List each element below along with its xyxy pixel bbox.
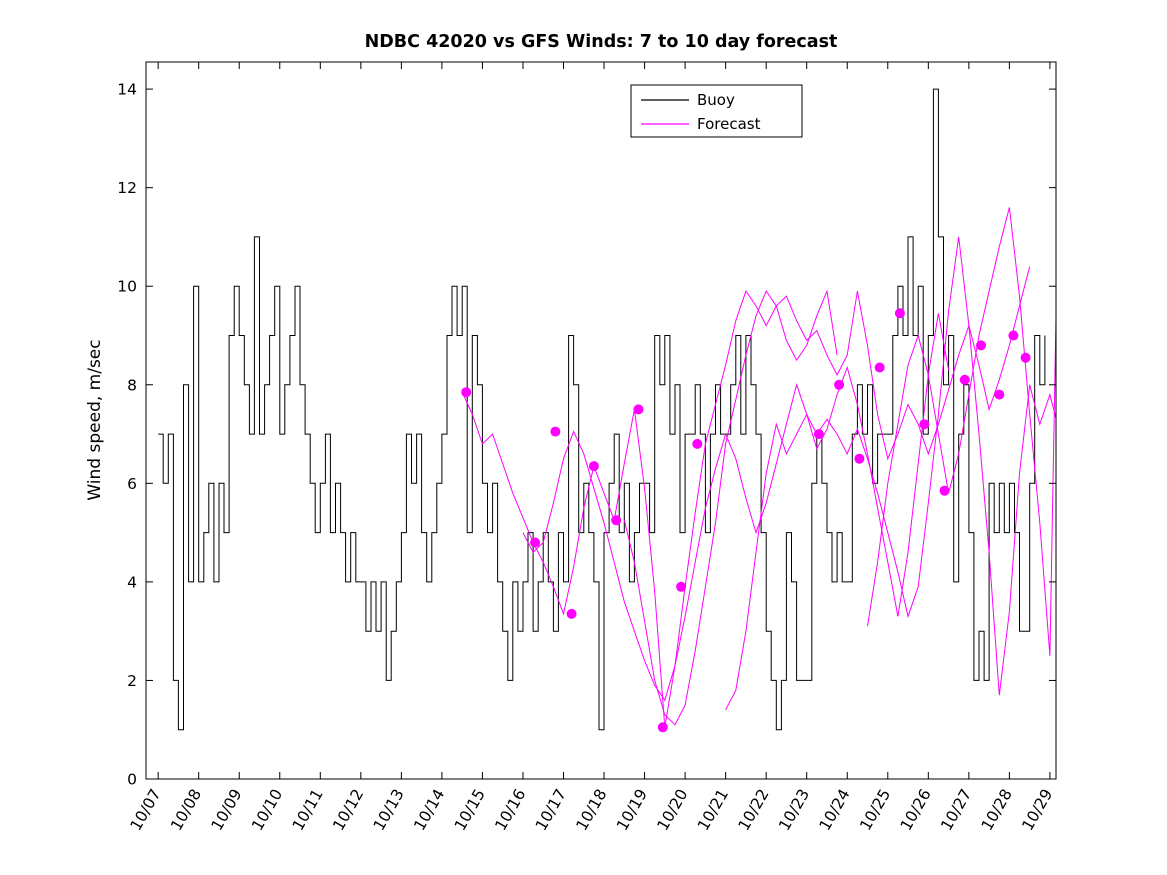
- forecast-marker: [939, 485, 950, 496]
- x-tick-label: 10/22: [735, 786, 773, 834]
- forecast-marker: [588, 461, 599, 472]
- legend-box: [630, 84, 803, 138]
- x-tick-label: 10/07: [127, 786, 165, 834]
- legend-label-buoy: Buoy: [697, 91, 735, 109]
- forecast-marker: [461, 387, 472, 398]
- x-tick-label: 10/29: [1018, 786, 1056, 834]
- y-tick-label: 0: [127, 771, 137, 789]
- forecast-marker: [994, 389, 1005, 400]
- x-tick-label: 10/28: [978, 786, 1016, 834]
- y-tick-label: 12: [117, 179, 137, 197]
- y-tick-label: 10: [117, 278, 137, 296]
- forecast-marker: [834, 379, 845, 390]
- forecast-marker: [550, 426, 561, 437]
- series-layer: [158, 88, 1056, 733]
- x-tick-label: 10/11: [289, 786, 327, 834]
- forecast-marker: [1020, 352, 1031, 363]
- y-tick-label: 6: [127, 475, 137, 493]
- series-forecast-run-5: [867, 207, 1056, 656]
- x-tick-label: 10/20: [654, 786, 692, 834]
- y-tick-label: 2: [127, 672, 137, 690]
- forecast-marker: [611, 515, 622, 526]
- x-tick-label: 10/09: [208, 786, 246, 834]
- y-tick-label: 4: [127, 573, 137, 591]
- legend: Buoy Forecast: [630, 84, 803, 138]
- forecast-marker: [813, 429, 824, 440]
- plot-background: [146, 62, 1056, 779]
- x-tick-label: 10/15: [451, 786, 489, 834]
- x-tick-label: 10/13: [370, 786, 408, 834]
- forecast-marker: [657, 722, 668, 733]
- forecast-marker: [874, 362, 885, 373]
- x-tick-label: 10/10: [248, 786, 286, 834]
- forecast-marker: [530, 537, 541, 548]
- x-tick-label: 10/18: [573, 786, 611, 834]
- y-tick-label: 8: [127, 376, 137, 394]
- series-forecast-run-3: [623, 266, 1031, 726]
- forecast-marker: [894, 308, 905, 319]
- forecast-marker: [919, 419, 930, 430]
- chart-title: NDBC 42020 vs GFS Winds: 7 to 10 day for…: [365, 32, 838, 52]
- series-buoy: [158, 88, 1046, 731]
- legend-label-forecast: Forecast: [697, 115, 761, 133]
- series-forecast-run-1: [461, 289, 838, 728]
- x-tick-label: 10/21: [694, 786, 732, 834]
- axes-box: [145, 61, 1057, 780]
- forecast-marker: [633, 404, 644, 415]
- x-tick-label: 10/23: [775, 786, 813, 834]
- x-tick-label: 10/26: [897, 786, 935, 834]
- series-forecast-run-2: [522, 313, 950, 702]
- y-axis-label: Wind speed, m/sec: [85, 339, 105, 500]
- x-tick-label: 10/17: [532, 786, 570, 834]
- x-tick-label: 10/14: [410, 786, 448, 834]
- forecast-marker: [1008, 330, 1019, 341]
- x-tick-label: 10/25: [856, 786, 894, 834]
- x-tick-label: 10/19: [613, 786, 651, 834]
- series-forecast-run-4: [725, 236, 1056, 711]
- forecast-marker: [676, 581, 687, 592]
- x-tick-label: 10/12: [329, 786, 367, 834]
- x-tick-label: 10/08: [167, 786, 205, 834]
- forecast-marker: [692, 438, 703, 449]
- forecast-marker: [566, 608, 577, 619]
- x-tick-label: 10/24: [816, 786, 854, 834]
- forecast-marker: [854, 453, 865, 464]
- x-tick-label: 10/16: [492, 786, 530, 834]
- x-tick-label: 10/27: [937, 786, 975, 834]
- forecast-marker: [976, 340, 986, 351]
- y-tick-label: 14: [117, 81, 137, 99]
- forecast-marker: [959, 374, 970, 385]
